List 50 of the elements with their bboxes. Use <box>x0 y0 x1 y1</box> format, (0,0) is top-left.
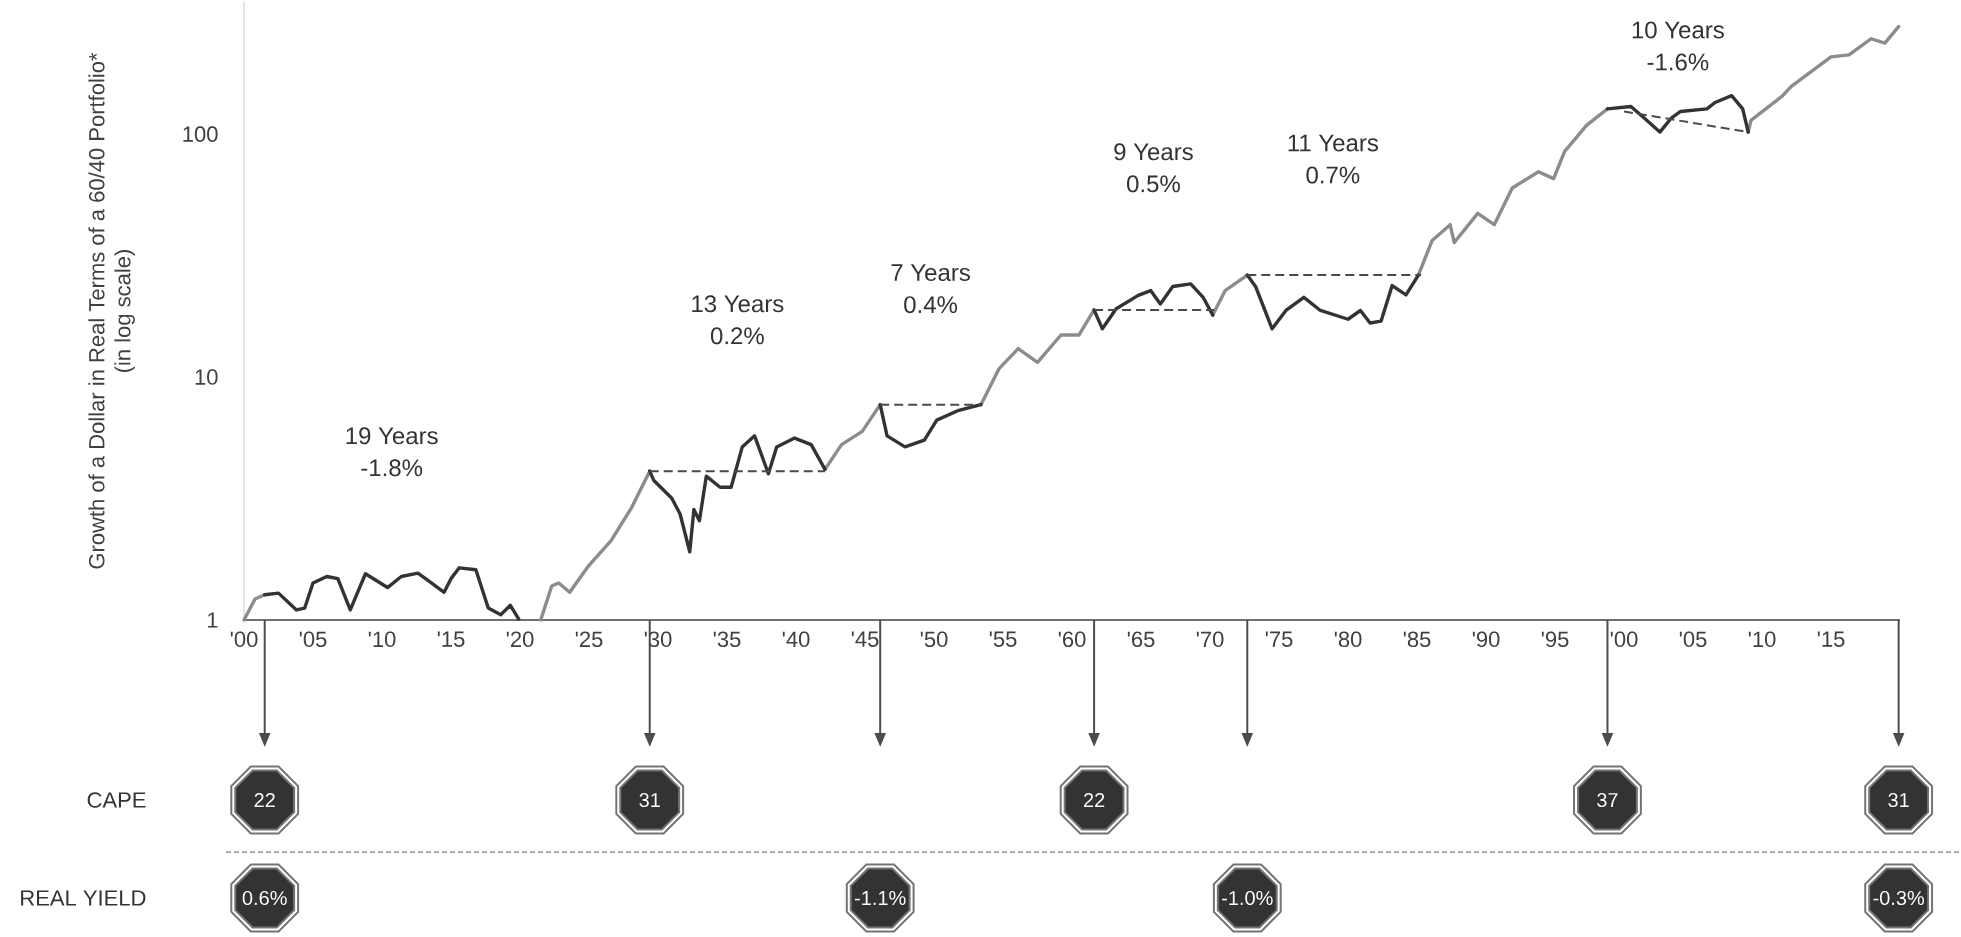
x-tick-label: '25 <box>575 631 603 648</box>
text: CAPE <box>87 792 146 808</box>
text: 31 <box>1888 792 1909 808</box>
text: 0.6% <box>242 890 287 906</box>
x-tick-label: '45 <box>851 631 879 647</box>
text: 22 <box>1083 793 1105 807</box>
text: REAL YIELD <box>21 890 146 906</box>
x-tick-label: '85 <box>1403 631 1431 648</box>
x-tick-label: '50 <box>920 631 948 648</box>
x-tick-label: '15 <box>1817 631 1845 647</box>
annotation: -1.8% <box>361 459 423 477</box>
x-tick-label: '05 <box>299 631 327 648</box>
x-tick-label: '60 <box>1058 631 1086 648</box>
x-tick-label: '15 <box>437 631 465 647</box>
x-tick-label: '10 <box>1748 631 1776 648</box>
x-tick-label: '40 <box>782 631 810 648</box>
y-tick-label: 10 <box>195 369 218 385</box>
y-tick-label: 100 <box>183 126 218 142</box>
text: -0.3% <box>1873 890 1925 906</box>
annotation: 9 Years <box>1114 143 1193 161</box>
x-tick-label: '00 <box>230 631 258 648</box>
y-axis-title: Growth of a Dollar in Real Terms of a 60/40 Portfolio* (in log scale) <box>88 52 135 569</box>
annotation: 0.5% <box>1127 175 1180 193</box>
annotation: -1.6% <box>1647 53 1709 71</box>
annotation: 11 Years <box>1288 134 1378 152</box>
x-tick-label: '90 <box>1472 631 1500 648</box>
text: 31 <box>639 792 660 808</box>
annotation: 10 Years <box>1632 21 1724 39</box>
text: -1.0% <box>1222 890 1273 906</box>
text: 22 <box>254 793 275 807</box>
annotation: 0.7% <box>1306 166 1360 184</box>
x-tick-label: '95 <box>1541 631 1569 648</box>
x-tick-label: '35 <box>713 631 741 648</box>
x-tick-label: '75 <box>1265 631 1293 647</box>
x-tick-label: '80 <box>1334 631 1362 648</box>
x-tick-label: '10 <box>368 631 396 648</box>
y-tick-label: 1 <box>207 612 218 628</box>
annotation: 13 Years <box>692 295 784 313</box>
x-tick-label: '65 <box>1127 631 1155 648</box>
x-tick-label: '55 <box>989 631 1017 647</box>
x-tick-label: '05 <box>1679 631 1707 648</box>
annotation: 7 Years <box>891 264 970 282</box>
text: 37 <box>1597 792 1618 808</box>
annotation: 0.4% <box>904 296 958 314</box>
text: -1.1% <box>854 891 906 905</box>
x-tick-label: '20 <box>506 631 534 648</box>
x-tick-label: '70 <box>1196 631 1224 648</box>
x-tick-label: '00 <box>1610 631 1638 648</box>
annotation: 19 Years <box>346 427 438 445</box>
annotation: 0.2% <box>710 327 764 345</box>
